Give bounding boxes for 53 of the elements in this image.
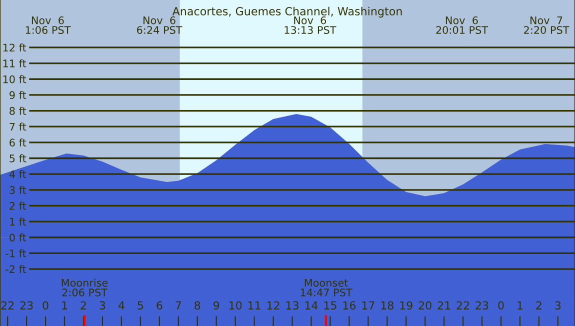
y-tick-label: 0 ft bbox=[10, 233, 26, 242]
y-tick-label: -2 ft bbox=[6, 265, 26, 273]
x-tick-label: 18 bbox=[381, 301, 394, 310]
x-tick-label: 23 bbox=[476, 301, 488, 310]
y-tick-label: 5 ft bbox=[10, 154, 26, 162]
x-tick-label: 16 bbox=[343, 301, 356, 310]
x-tick-label: 21 bbox=[438, 301, 450, 310]
y-tick-label: 6 ft bbox=[10, 138, 26, 147]
x-tick-label: 2 bbox=[80, 301, 86, 310]
y-tick-label: 3 ft bbox=[10, 186, 26, 194]
x-tick-label: 12 bbox=[267, 301, 280, 310]
annotation: Nov 7 2:20 PST bbox=[524, 16, 570, 34]
x-tick-label: 10 bbox=[229, 301, 242, 310]
x-tick-label: 2 bbox=[536, 301, 542, 310]
y-tick-label: 11 ft bbox=[3, 59, 26, 68]
annotation: Moonset 14:47 PST bbox=[300, 278, 352, 296]
x-tick-label: 22 bbox=[456, 301, 469, 310]
x-tick-label: 19 bbox=[400, 301, 412, 310]
x-tick-label: 4 bbox=[118, 301, 124, 310]
annotation: Nov 6 20:01 PST bbox=[436, 16, 488, 34]
y-tick-label: -1 ft bbox=[6, 249, 26, 258]
x-tick-label: 5 bbox=[138, 301, 143, 310]
y-tick-label: 4 ft bbox=[9, 170, 26, 178]
x-tick-label: 3 bbox=[555, 301, 561, 310]
x-tick-label: 8 bbox=[194, 301, 200, 310]
x-tick-label: 0 bbox=[42, 301, 48, 310]
x-tick-label: 6 bbox=[156, 301, 162, 310]
y-tick-label: 2 ft bbox=[10, 202, 26, 210]
y-tick-label: 12 ft bbox=[3, 44, 26, 52]
x-tick-label: 0 bbox=[498, 301, 504, 310]
x-tick-label: 11 bbox=[248, 301, 260, 310]
x-tick-label: 13 bbox=[286, 301, 298, 310]
text: Anacortes, Guemes Channel, Washington bbox=[172, 6, 402, 18]
y-tick-label: 7 ft bbox=[10, 122, 26, 131]
annotation: Nov 6 13:13 PST bbox=[284, 16, 336, 34]
x-tick-label: 1 bbox=[518, 301, 522, 310]
x-tick-label: 20 bbox=[418, 301, 432, 310]
y-tick-label: 9 ft bbox=[10, 90, 26, 100]
annotation: Nov 6 6:24 PST bbox=[137, 16, 182, 34]
y-tick-label: 8 ft bbox=[10, 106, 26, 115]
y-tick-label: 10 ft bbox=[3, 75, 26, 84]
x-tick-label: 3 bbox=[100, 301, 106, 310]
x-tick-label: 9 bbox=[214, 301, 220, 310]
annotation: Nov 6 1:06 PST bbox=[26, 16, 71, 34]
x-tick-label: 17 bbox=[362, 301, 374, 310]
x-tick-label: 22 bbox=[1, 301, 14, 310]
x-tick-label: 14 bbox=[305, 301, 318, 310]
annotation: Moonrise 2:06 PST bbox=[62, 278, 108, 296]
y-tick-label: 1 ft bbox=[10, 218, 26, 226]
x-tick-label: 15 bbox=[324, 301, 336, 310]
x-tick-label: 1 bbox=[62, 301, 68, 310]
x-tick-label: 23 bbox=[20, 301, 33, 310]
x-tick-label: 7 bbox=[176, 301, 181, 310]
